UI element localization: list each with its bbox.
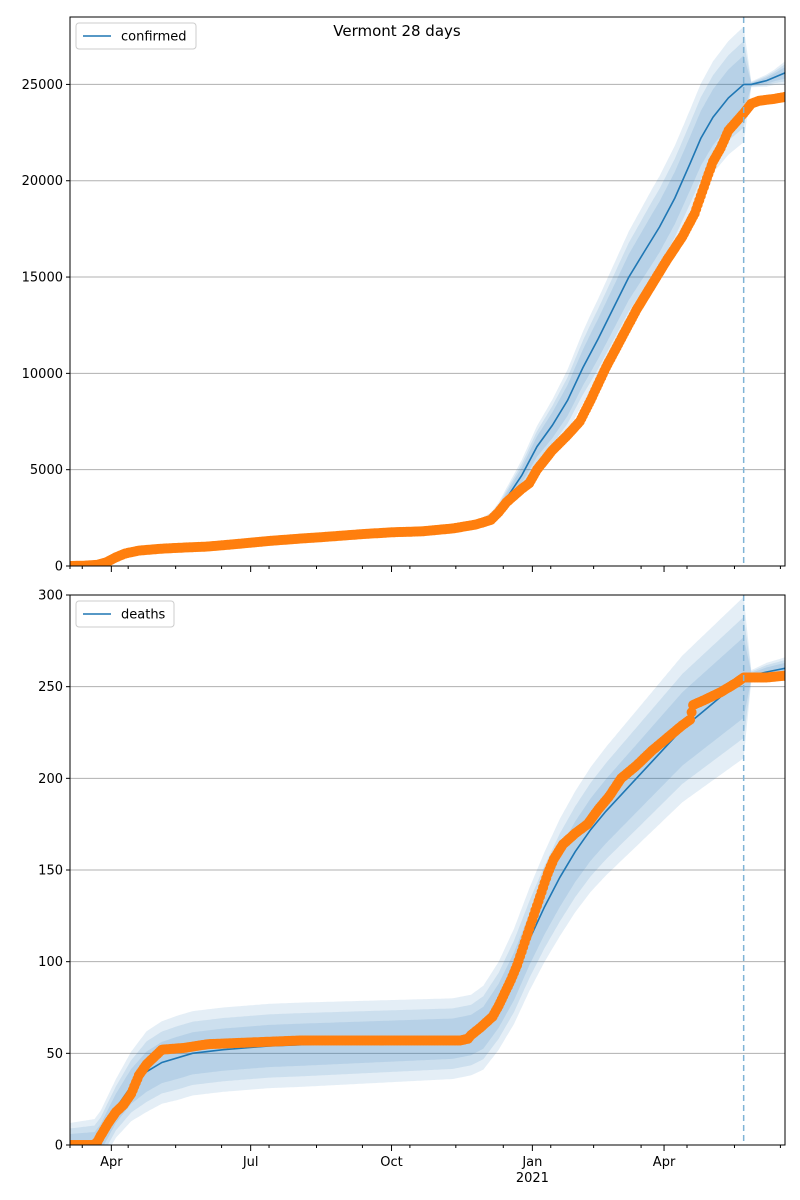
deaths-uncertainty-band-1 — [70, 596, 785, 1145]
confirmed-uncertainty-band-3 — [70, 55, 785, 566]
deaths-ytick-label: 300 — [38, 589, 63, 604]
confirmed-observed-point — [780, 91, 785, 102]
legend-box — [75, 22, 197, 50]
xtick-label: Oct — [380, 1155, 402, 1170]
deaths-ytick-label: 150 — [38, 864, 63, 879]
confirmed-axes-frame — [69, 16, 786, 567]
confirmed-uncertainty-band-1 — [70, 26, 785, 566]
deaths-axes-frame — [69, 594, 786, 1146]
confirmed-ytick-label: 5000 — [30, 463, 63, 478]
xtick-label: Apr — [100, 1155, 123, 1170]
legend-label: confirmed — [121, 30, 187, 45]
confirmed-uncertainty-band-2 — [70, 41, 785, 566]
confirmed-legend: confirmed — [75, 22, 197, 50]
deaths-ytick-label: 0 — [55, 1139, 63, 1154]
figure-title: Vermont 28 days — [333, 22, 461, 40]
deaths-ytick-label: 200 — [38, 772, 63, 787]
legend-box — [75, 600, 175, 628]
confirmed-panel: 0 5000 10000 15000 20000 25000 confirmed — [22, 16, 786, 575]
deaths-observed-point — [685, 714, 696, 725]
xtick-label: Jul — [242, 1155, 259, 1170]
confirmed-ytick-label: 10000 — [22, 367, 63, 382]
legend-label: deaths — [121, 608, 166, 623]
confirmed-plot-area — [70, 26, 785, 566]
deaths-legend: deaths — [75, 600, 175, 628]
confirmed-ytick-label: 15000 — [22, 271, 63, 286]
xtick-label: Apr — [653, 1155, 676, 1170]
xtick-year-label: 2021 — [516, 1171, 549, 1186]
confirmed-ytick-label: 20000 — [22, 174, 63, 189]
deaths-plot-area — [70, 596, 785, 1145]
xtick-label: Jan — [521, 1155, 542, 1170]
deaths-ytick-label: 250 — [38, 680, 63, 695]
deaths-ytick-label: 100 — [38, 955, 63, 970]
deaths-ytick-label: 50 — [46, 1047, 63, 1062]
confirmed-ytick-label: 0 — [55, 560, 63, 575]
deaths-observed-point — [780, 670, 785, 681]
confirmed-ytick-label: 25000 — [22, 78, 63, 93]
